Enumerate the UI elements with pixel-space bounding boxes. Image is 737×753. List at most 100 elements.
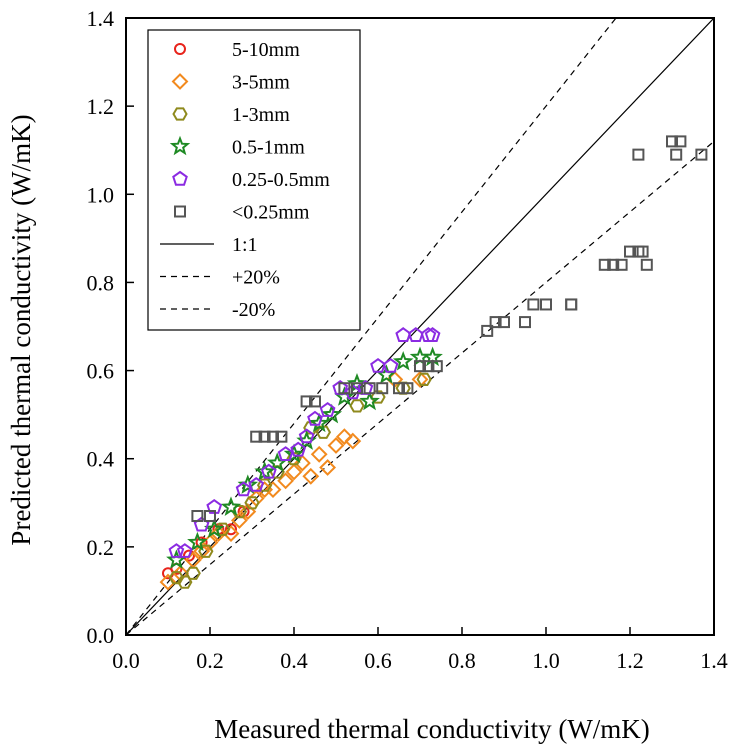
x-tick-label: 0.4 (280, 648, 308, 673)
data-point (222, 525, 240, 543)
series-diamond (159, 370, 429, 591)
data-point (300, 395, 313, 408)
data-point (338, 382, 351, 395)
data-points (159, 135, 708, 591)
data-point (191, 510, 204, 523)
data-point (168, 543, 185, 558)
data-point (248, 476, 265, 492)
data-point (401, 382, 414, 395)
data-point (527, 298, 540, 311)
data-point (519, 316, 531, 329)
data-point (416, 372, 432, 386)
plot-frame (125, 17, 715, 636)
data-point (277, 446, 294, 461)
legend-marker (172, 107, 188, 121)
data-point (382, 357, 399, 373)
data-point (198, 544, 214, 558)
data-point (267, 430, 279, 443)
data-point (395, 327, 412, 342)
data-point (319, 459, 337, 476)
legend-label: <0.25mm (232, 202, 310, 224)
data-point (481, 324, 494, 337)
data-point (640, 258, 653, 271)
data-point (283, 443, 305, 464)
data-point (636, 245, 649, 258)
data-point (624, 245, 636, 258)
legend-marker (174, 43, 186, 55)
legend: 5-10mm 3-5mm 1-3mm 0.5-1mm 0.25-0.5mm <0.25mm… (147, 29, 361, 331)
data-point (489, 316, 502, 329)
data-point (185, 566, 201, 580)
data-point (422, 360, 435, 373)
data-point (308, 412, 330, 433)
legend-label: 0.5-1mm (232, 137, 305, 159)
data-point (670, 148, 683, 161)
data-point (307, 410, 323, 426)
data-point (225, 523, 237, 536)
data-point (540, 298, 552, 311)
x-tick-label: 1.2 (616, 648, 644, 673)
data-point (290, 441, 307, 457)
data-point (220, 496, 242, 516)
y-tick-label: 1.2 (87, 94, 115, 119)
legend-box (147, 29, 361, 331)
legend-label: 0.25-0.5mm (232, 169, 330, 191)
data-point (250, 430, 263, 443)
data-point (159, 573, 177, 591)
reference-line (126, 140, 714, 635)
data-point (376, 382, 389, 395)
series-hexagon (168, 372, 432, 589)
legend-marker (171, 73, 189, 90)
data-point (344, 384, 361, 400)
data-point (286, 452, 302, 466)
data-point (244, 496, 260, 510)
data-point (607, 258, 620, 271)
data-point (321, 403, 343, 424)
data-point (632, 148, 645, 161)
legend-label: -20% (232, 299, 275, 321)
data-point (565, 298, 578, 311)
data-point (319, 401, 336, 417)
legend-marker (174, 205, 186, 218)
data-point (414, 360, 426, 373)
data-point (203, 518, 225, 539)
data-point (176, 543, 193, 558)
data-point (498, 316, 510, 329)
x-tick-label: 0.2 (196, 648, 224, 673)
data-point (235, 481, 252, 497)
data-point (598, 258, 611, 271)
legend-marker (169, 135, 191, 156)
y-tick-label: 0.4 (87, 447, 115, 472)
data-point (351, 382, 363, 395)
legend-label: +20% (232, 267, 280, 289)
data-point (430, 360, 443, 373)
y-tick-label: 1.0 (87, 182, 115, 207)
x-tick-label: 1.4 (700, 648, 728, 673)
data-point (256, 478, 273, 492)
data-point (275, 430, 288, 443)
data-point (193, 542, 211, 560)
x-tick-label: 0.6 (364, 648, 392, 673)
y-tick-label: 1.4 (87, 6, 115, 31)
data-point (359, 390, 380, 411)
data-point (344, 432, 362, 450)
data-point (393, 382, 405, 395)
data-point (346, 373, 368, 393)
legend-label: 1:1 (232, 234, 258, 256)
data-point (392, 351, 414, 371)
x-axis-title: Measured thermal conductivity (W/mK) (214, 714, 650, 744)
data-point (666, 135, 678, 148)
legend-label: 3-5mm (232, 72, 290, 94)
y-tick-label: 0.8 (87, 270, 115, 295)
data-point (349, 399, 365, 413)
data-point (310, 445, 328, 463)
reference-line (126, 18, 617, 635)
data-point (315, 425, 332, 439)
data-point (327, 437, 345, 454)
data-point (302, 467, 320, 485)
data-point (214, 522, 231, 536)
data-point (309, 395, 321, 408)
x-tick-label: 1.0 (532, 648, 560, 673)
data-point (209, 525, 227, 543)
